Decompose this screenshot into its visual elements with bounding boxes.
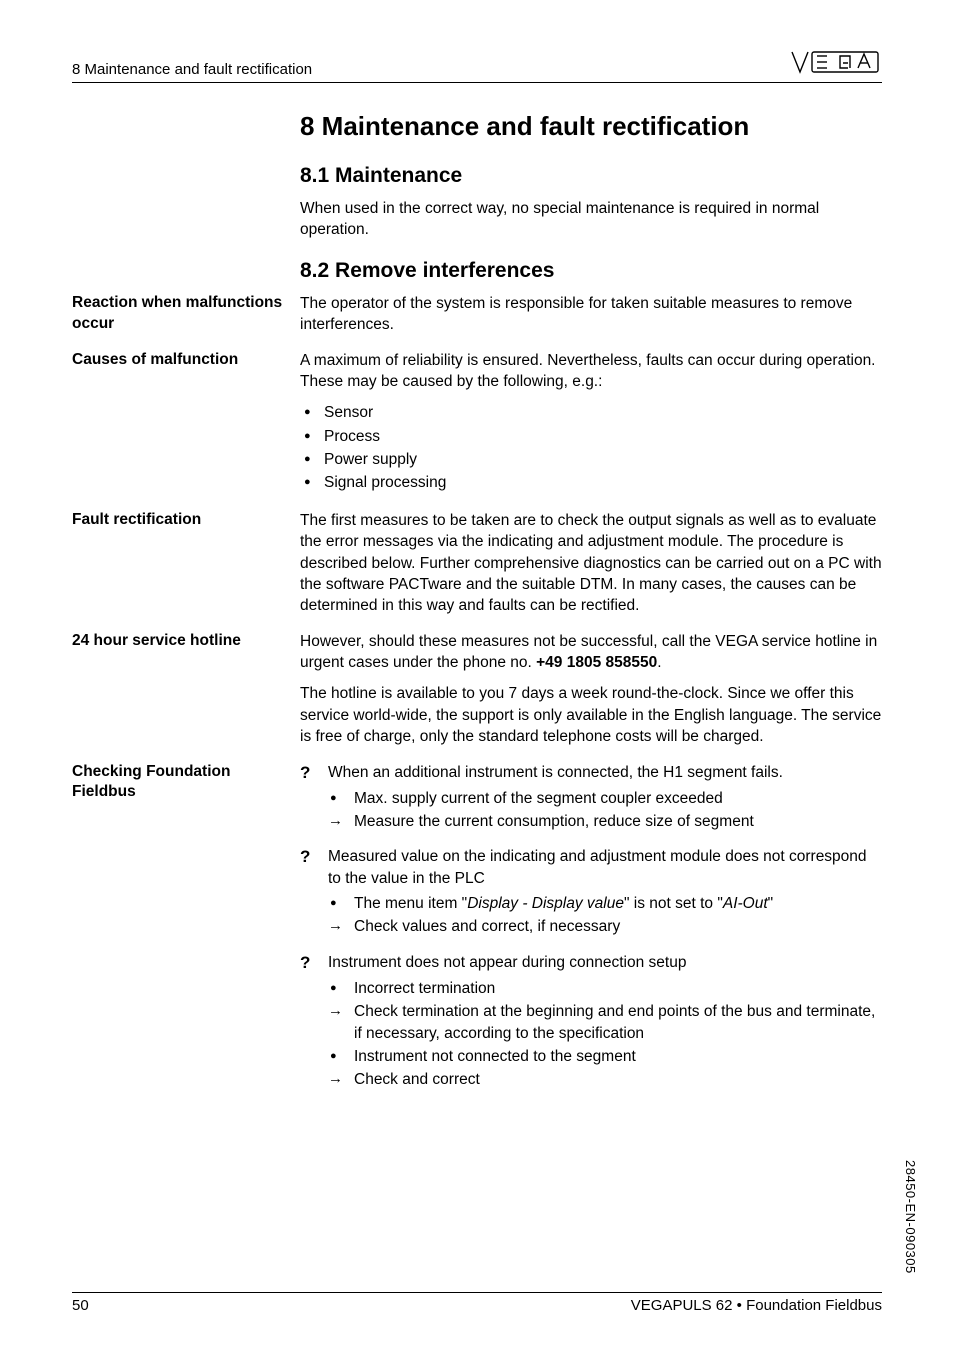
document-code: 28450-EN-090305	[903, 1160, 918, 1274]
qa-question: Measured value on the indicating and adj…	[328, 846, 882, 889]
qa-block: ? When an additional instrument is conne…	[300, 762, 882, 833]
page-header: 8 Maintenance and fault rectification	[72, 48, 882, 83]
page-number: 50	[72, 1297, 89, 1314]
reaction-text: The operator of the system is responsibl…	[300, 293, 882, 336]
question-mark-icon: ?	[300, 762, 328, 784]
list-item: →Check and correct	[328, 1069, 882, 1090]
list-item: ●The menu item "Display - Display value"…	[328, 893, 882, 914]
causes-list: Sensor Process Power supply Signal proce…	[300, 402, 882, 494]
hotline-p1: However, should these measures not be su…	[300, 631, 882, 674]
header-section-label: 8 Maintenance and fault rectification	[72, 61, 312, 78]
section-8-2-title: 8.2 Remove interferences	[300, 259, 882, 283]
fault-text: The first measures to be taken are to ch…	[300, 510, 882, 617]
side-fault: Fault rectification	[72, 510, 300, 531]
side-hotline: 24 hour service hotline	[72, 631, 300, 652]
question-mark-icon: ?	[300, 846, 328, 868]
qa-question: Instrument does not appear during connec…	[328, 952, 882, 973]
list-item: →Check values and correct, if necessary	[328, 916, 882, 937]
list-item: Signal processing	[300, 472, 882, 493]
list-item: Process	[300, 426, 882, 447]
vega-logo	[790, 48, 882, 78]
list-item: ●Max. supply current of the segment coup…	[328, 788, 882, 809]
list-item: ●Instrument not connected to the segment	[328, 1046, 882, 1067]
side-reaction: Reaction when malfunc­tions occur	[72, 293, 300, 335]
list-item: Sensor	[300, 402, 882, 423]
product-name: VEGAPULS 62 • Foundation Fieldbus	[631, 1297, 882, 1314]
question-mark-icon: ?	[300, 952, 328, 974]
list-item: →Check termination at the beginning and …	[328, 1001, 882, 1044]
list-item: Power supply	[300, 449, 882, 470]
side-checking: Checking Foundation Fieldbus	[72, 762, 300, 804]
page-footer: 50 VEGAPULS 62 • Foundation Fieldbus	[72, 1292, 882, 1314]
section-8-1-title: 8.1 Maintenance	[300, 164, 882, 188]
list-item: ●Incorrect termination	[328, 978, 882, 999]
qa-block: ? Measured value on the indicating and a…	[300, 846, 882, 938]
side-causes: Causes of malfunction	[72, 350, 300, 371]
qa-block: ? Instrument does not appear during conn…	[300, 952, 882, 1091]
chapter-title: 8 Maintenance and fault rectification	[300, 111, 882, 142]
qa-question: When an additional instrument is connect…	[328, 762, 882, 783]
hotline-p2: The hotline is available to you 7 days a…	[300, 683, 882, 747]
maintenance-intro: When used in the correct way, no special…	[300, 198, 882, 241]
list-item: →Measure the current consumption, reduce…	[328, 811, 882, 832]
causes-text: A maximum of reliability is ensured. Nev…	[300, 350, 882, 393]
